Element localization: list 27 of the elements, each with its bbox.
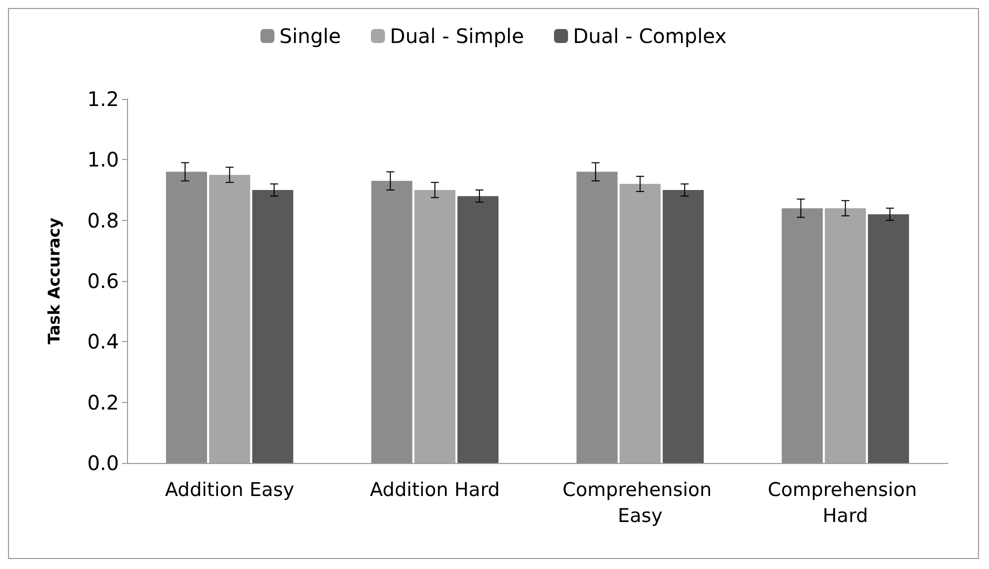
y-axis-title: Task Accuracy: [44, 217, 64, 344]
x-tick-label: Addition Hard: [370, 479, 500, 501]
x-tick-label: Addition Easy: [164, 479, 294, 501]
bar: [209, 174, 250, 463]
bar: [868, 214, 910, 463]
bar: [576, 172, 618, 463]
bar: [457, 196, 499, 463]
y-tick-label: 0.2: [87, 390, 119, 414]
bar: [371, 180, 412, 463]
y-tick-label: 0.0: [87, 451, 119, 475]
x-tick-label: Comprehension Hard: [768, 479, 923, 527]
legend-label: Dual - Simple: [390, 24, 524, 48]
legend-label: Dual - Complex: [573, 24, 727, 48]
legend-label: Single: [279, 24, 341, 48]
bar: [620, 184, 661, 463]
y-tick-label: 1.2: [87, 87, 119, 111]
y-tick-label: 0.4: [87, 330, 119, 354]
y-tick-label: 0.8: [87, 208, 119, 232]
y-tick-label: 1.0: [87, 148, 119, 172]
bar: [824, 208, 866, 463]
bar: [662, 190, 704, 463]
y-tick-label: 0.6: [87, 269, 119, 293]
bar: [782, 208, 823, 463]
bar: [166, 172, 208, 463]
x-tick-label: Comprehension Easy: [562, 479, 718, 527]
bar: [414, 190, 456, 463]
bar: [252, 190, 294, 463]
